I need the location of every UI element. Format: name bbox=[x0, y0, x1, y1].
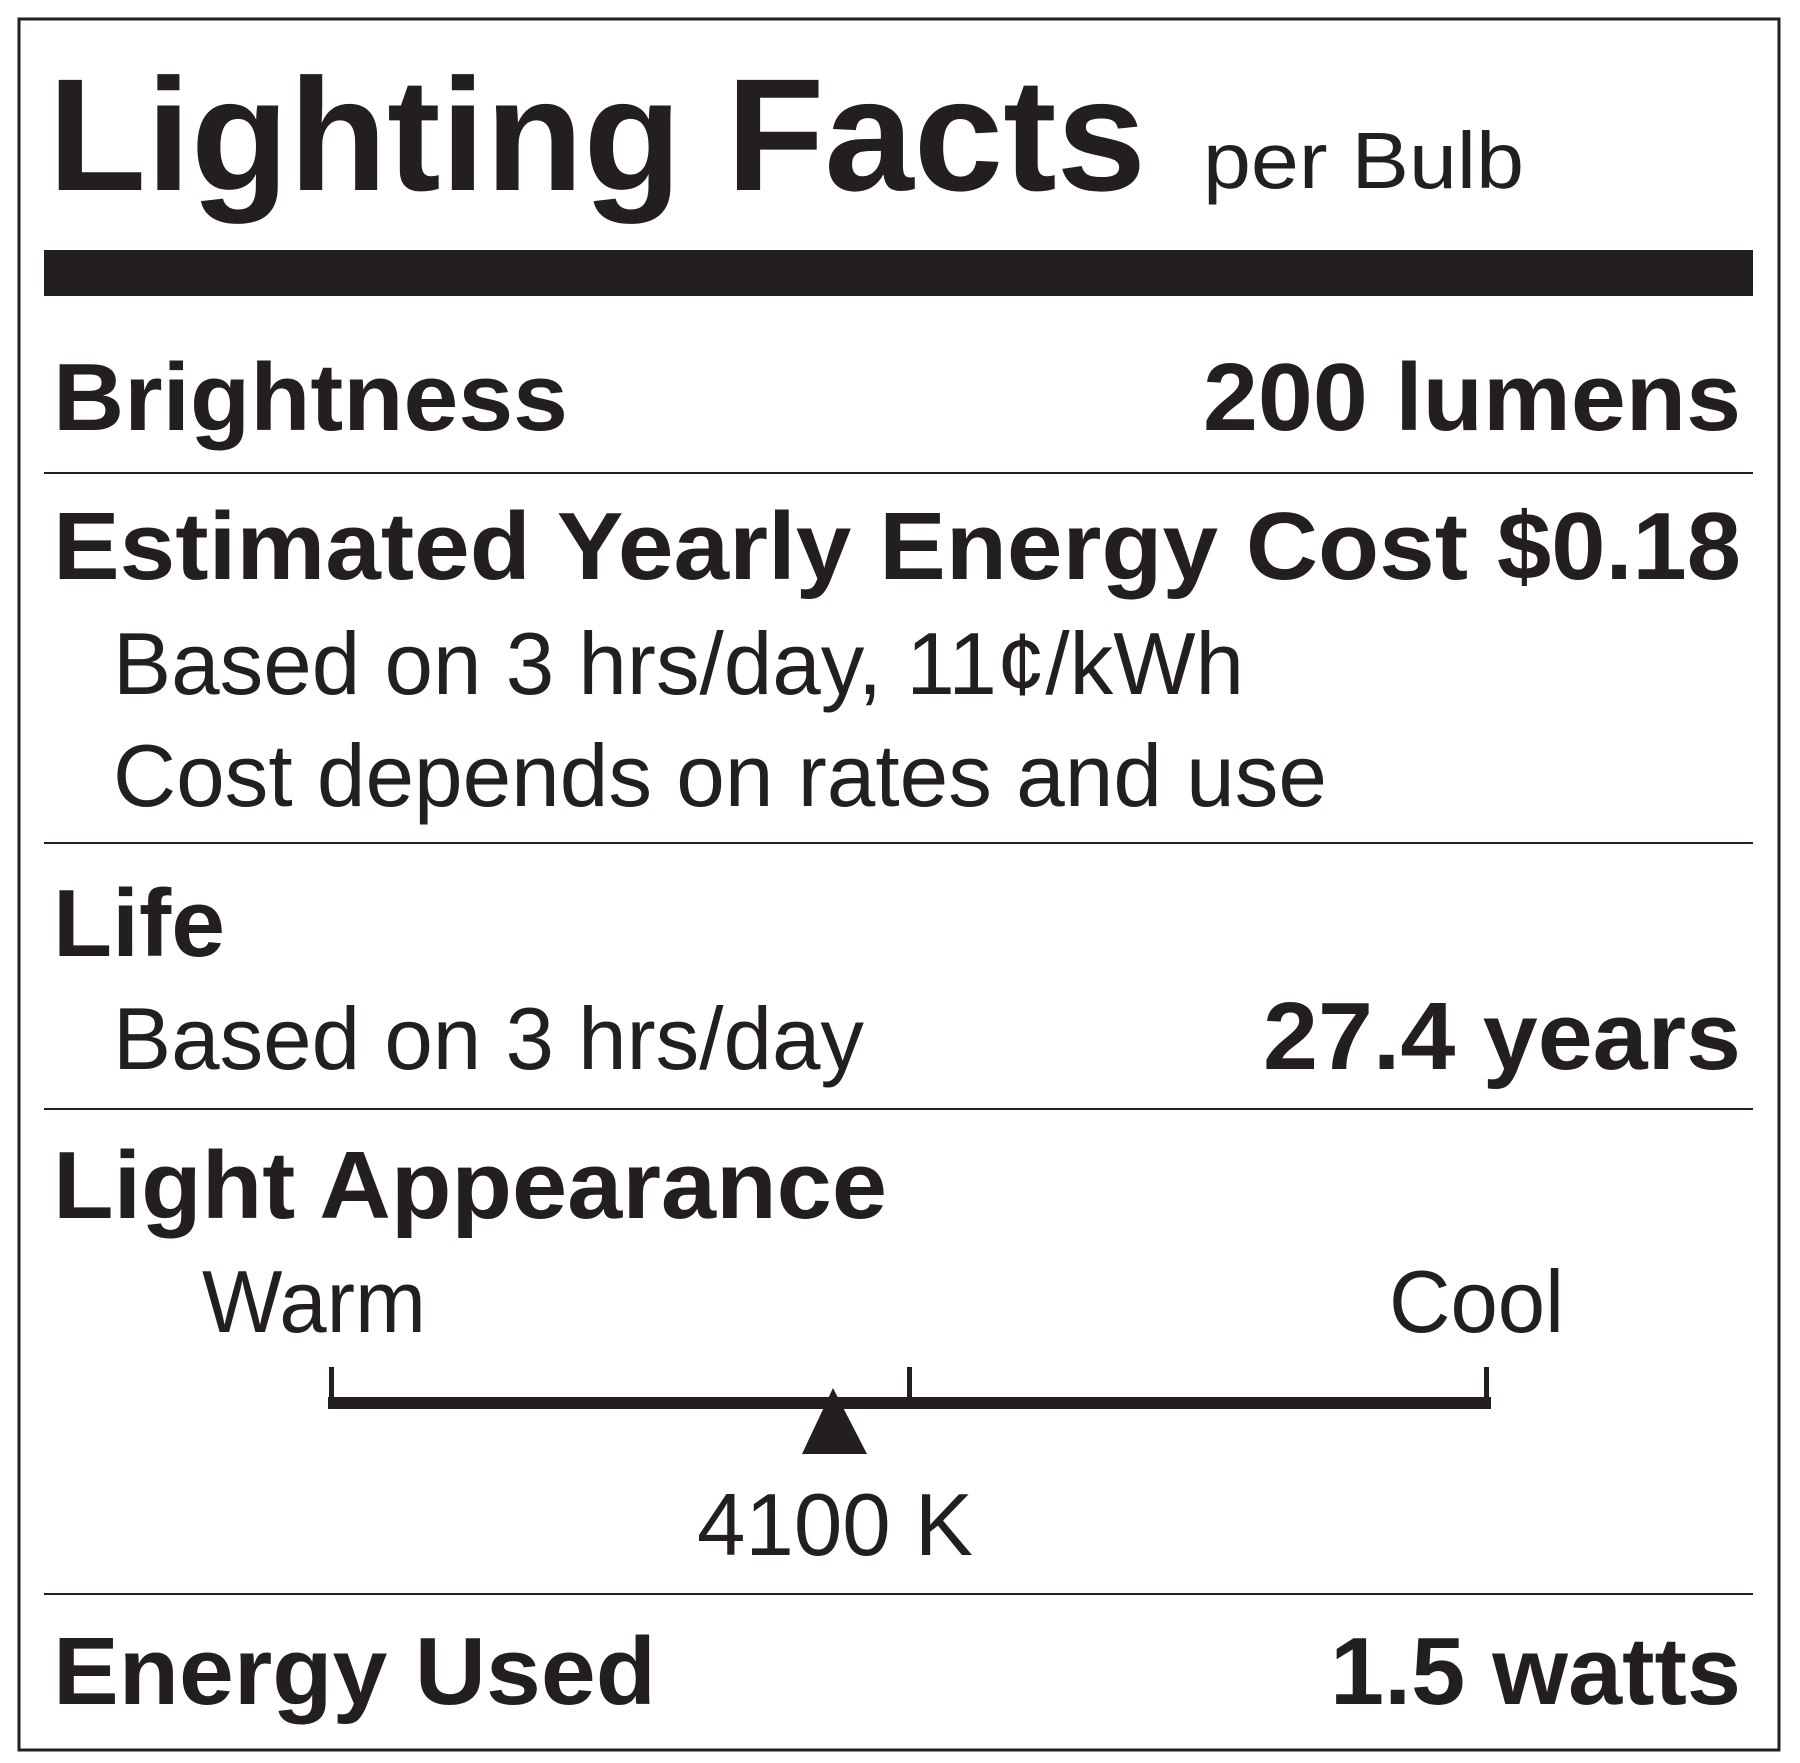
life-value: 27.4 years bbox=[1263, 983, 1741, 1090]
brightness-label: Brightness bbox=[53, 344, 568, 451]
label-border bbox=[17, 17, 1781, 1752]
scale-tick bbox=[329, 1367, 334, 1403]
subtitle: per Bulb bbox=[1203, 116, 1524, 205]
appearance-label: Light Appearance bbox=[53, 1132, 887, 1239]
thick-rule bbox=[44, 250, 1753, 296]
color-scale bbox=[328, 1367, 1491, 1454]
rule bbox=[44, 1108, 1753, 1110]
energy-value: 1.5 watts bbox=[1330, 1618, 1741, 1725]
rule bbox=[44, 472, 1753, 474]
cost-label: Estimated Yearly Energy Cost bbox=[53, 493, 1468, 600]
warm-label: Warm bbox=[202, 1252, 426, 1351]
cost-value: $0.18 bbox=[1497, 493, 1741, 600]
brightness-value: 200 lumens bbox=[1203, 344, 1741, 451]
rule bbox=[44, 1593, 1753, 1595]
rule bbox=[44, 842, 1753, 844]
cool-label: Cool bbox=[1389, 1252, 1564, 1351]
scale-tick bbox=[907, 1367, 912, 1403]
cost-note: Based on 3 hrs/day, 11¢/kWh bbox=[113, 614, 1244, 713]
appearance-value: 4100 K bbox=[697, 1475, 973, 1574]
life-label: Life bbox=[53, 870, 225, 977]
cost-note: Cost depends on rates and use bbox=[113, 726, 1327, 825]
title: Lighting Facts bbox=[48, 45, 1146, 224]
scale-marker bbox=[802, 1388, 867, 1454]
energy-label: Energy Used bbox=[53, 1618, 656, 1725]
scale-tick bbox=[1484, 1367, 1489, 1403]
life-note: Based on 3 hrs/day bbox=[113, 989, 864, 1088]
